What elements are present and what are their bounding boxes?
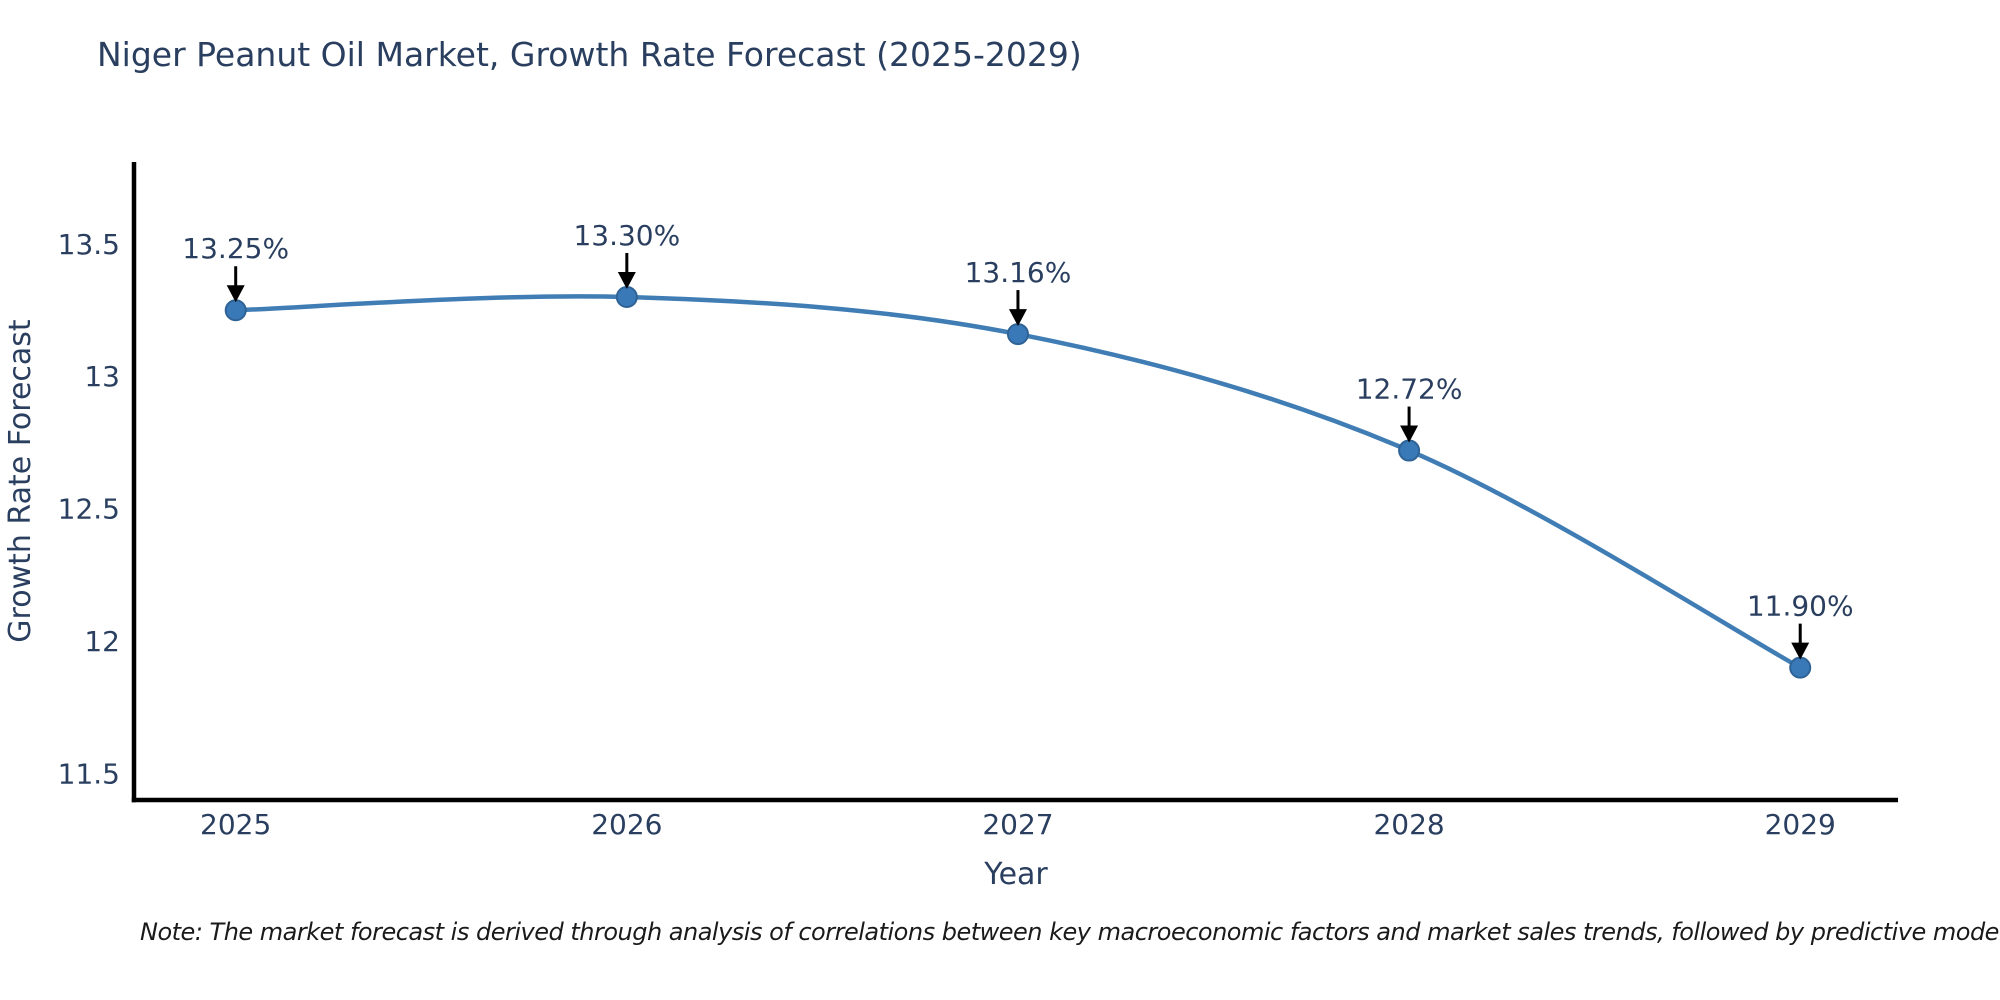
y-tick-label: 12 bbox=[84, 625, 120, 658]
data-point-marker bbox=[1398, 439, 1421, 462]
x-tick-label: 2029 bbox=[1765, 808, 1836, 841]
x-tick-label: 2026 bbox=[591, 808, 662, 841]
x-tick-label: 2027 bbox=[982, 808, 1053, 841]
y-axis-title: Growth Rate Forecast bbox=[3, 319, 38, 643]
x-tick-label: 2025 bbox=[200, 808, 271, 841]
annotation-label: 13.16% bbox=[965, 256, 1072, 289]
y-tick-label: 13.5 bbox=[58, 228, 120, 261]
footnote: Note: The market forecast is derived thr… bbox=[140, 918, 2000, 946]
x-axis-title: Year bbox=[983, 857, 1048, 892]
data-point-marker bbox=[224, 299, 247, 322]
annotation-label: 11.90% bbox=[1747, 590, 1854, 623]
annotation-arrowhead-icon bbox=[617, 272, 636, 290]
y-tick-label: 12.5 bbox=[58, 493, 120, 526]
annotation-label: 12.72% bbox=[1356, 373, 1463, 406]
annotation-arrowhead-icon bbox=[1400, 425, 1419, 443]
annotation-label: 13.25% bbox=[182, 232, 289, 265]
chart-title: Niger Peanut Oil Market, Growth Rate For… bbox=[97, 35, 1082, 74]
plot-area: 11.5 12 12.5 13 13.5 2025 2026 2027 2028 2029 13.2… bbox=[58, 162, 1898, 841]
x-tick-label: 2028 bbox=[1373, 808, 1444, 841]
trace-line bbox=[235, 294, 1802, 670]
annotation-arrowhead-icon bbox=[226, 285, 245, 303]
annotation-arrowhead-icon bbox=[1791, 642, 1810, 660]
annotation-arrowhead-icon bbox=[1008, 309, 1027, 327]
annotation-label: 13.30% bbox=[573, 219, 680, 252]
data-point-marker bbox=[615, 286, 638, 309]
data-point-marker bbox=[1006, 323, 1029, 346]
data-point-marker bbox=[1789, 656, 1812, 679]
y-tick-label: 11.5 bbox=[58, 757, 120, 790]
y-tick-label: 13 bbox=[84, 360, 120, 393]
